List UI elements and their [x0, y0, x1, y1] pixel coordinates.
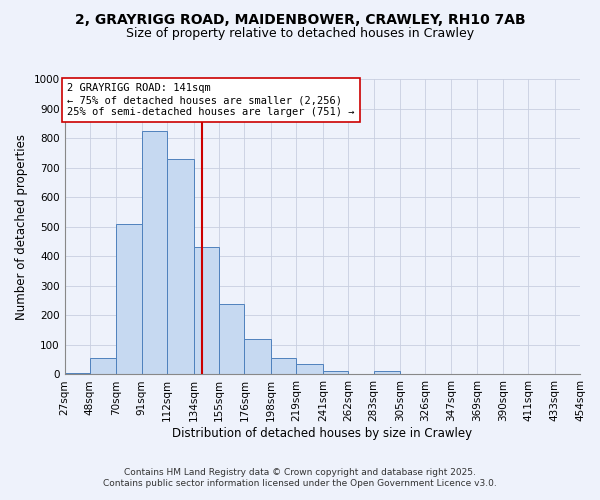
- Bar: [374, 371, 400, 374]
- Bar: [194, 248, 219, 374]
- Bar: [167, 159, 194, 374]
- Bar: [271, 358, 296, 374]
- Bar: [323, 371, 348, 374]
- Bar: [116, 224, 142, 374]
- X-axis label: Distribution of detached houses by size in Crawley: Distribution of detached houses by size …: [172, 427, 472, 440]
- Bar: [296, 364, 323, 374]
- Text: Size of property relative to detached houses in Crawley: Size of property relative to detached ho…: [126, 28, 474, 40]
- Bar: [65, 373, 90, 374]
- Bar: [244, 339, 271, 374]
- Bar: [90, 358, 116, 374]
- Bar: [219, 304, 244, 374]
- Text: 2 GRAYRIGG ROAD: 141sqm
← 75% of detached houses are smaller (2,256)
25% of semi: 2 GRAYRIGG ROAD: 141sqm ← 75% of detache…: [67, 84, 355, 116]
- Text: 2, GRAYRIGG ROAD, MAIDENBOWER, CRAWLEY, RH10 7AB: 2, GRAYRIGG ROAD, MAIDENBOWER, CRAWLEY, …: [74, 12, 526, 26]
- Y-axis label: Number of detached properties: Number of detached properties: [15, 134, 28, 320]
- Text: Contains HM Land Registry data © Crown copyright and database right 2025.
Contai: Contains HM Land Registry data © Crown c…: [103, 468, 497, 487]
- Bar: [142, 130, 167, 374]
